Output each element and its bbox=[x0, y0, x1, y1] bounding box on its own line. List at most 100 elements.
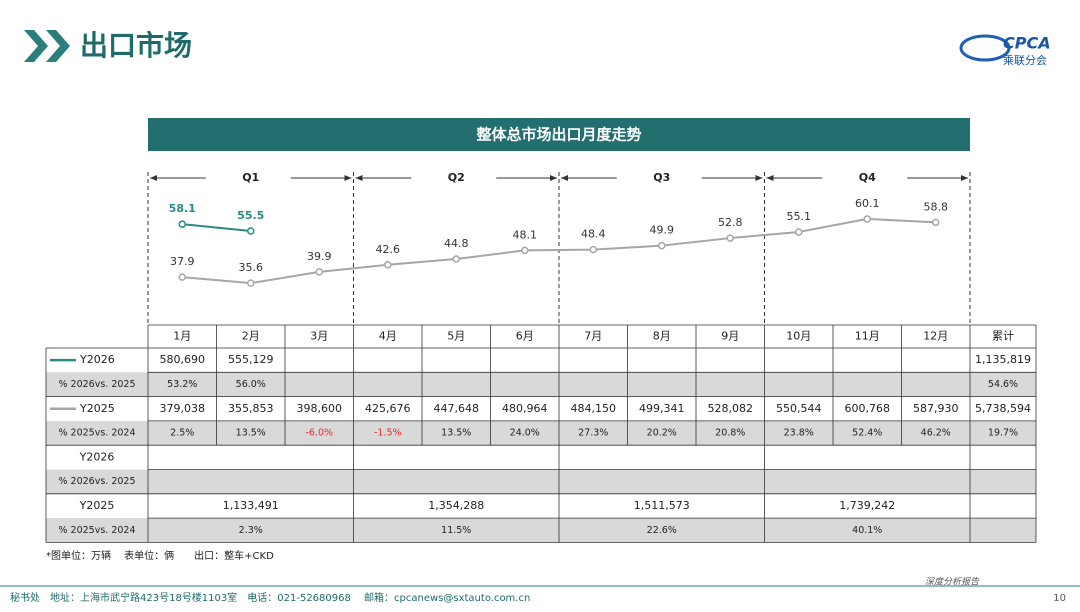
table-cell: 480,964 bbox=[502, 402, 548, 415]
row-label: % 2025vs. 2024 bbox=[58, 428, 135, 439]
point bbox=[932, 218, 940, 227]
chart-banner bbox=[148, 118, 970, 151]
point-label: 49.9 bbox=[650, 224, 675, 237]
point-label: 52.8 bbox=[718, 216, 743, 229]
point bbox=[247, 279, 255, 287]
table-cell: 355,853 bbox=[228, 402, 274, 415]
table-cell: 56.0% bbox=[236, 379, 266, 390]
table-cell: 24.0% bbox=[510, 428, 540, 439]
point bbox=[521, 246, 529, 255]
logo: CPCA bbox=[1003, 34, 1051, 53]
row-label: Y2025 bbox=[79, 499, 115, 512]
table-cell: 1,354,288 bbox=[428, 499, 484, 512]
table-cell: -6.0% bbox=[305, 428, 333, 439]
table-cell: 20.8% bbox=[715, 428, 745, 439]
point-label: 58.8 bbox=[924, 200, 949, 213]
arrow-head bbox=[766, 175, 774, 181]
row-label: % 2026vs. 2025 bbox=[58, 476, 135, 487]
column-header: 7月 bbox=[584, 330, 602, 343]
table-cell: 1,511,573 bbox=[634, 499, 690, 512]
column-header: 累计 bbox=[992, 330, 1014, 343]
quarter-label: Q4 bbox=[859, 171, 876, 184]
row-label: % 2025vs. 2024 bbox=[58, 525, 135, 536]
point-label: 58.1 bbox=[169, 202, 196, 215]
table-cell: 23.8% bbox=[784, 428, 814, 439]
quarter-label: Q1 bbox=[242, 171, 259, 184]
arrow-head bbox=[550, 175, 557, 181]
page-title: 出口市场 bbox=[80, 29, 192, 62]
point bbox=[178, 273, 186, 281]
table-cell: 5,738,594 bbox=[975, 402, 1031, 415]
table-cell: 1,739,242 bbox=[839, 499, 895, 512]
logo-sub: 乘联分会 bbox=[1003, 54, 1047, 67]
point-label: 37.9 bbox=[170, 255, 195, 268]
point-label: 42.6 bbox=[376, 243, 401, 256]
table-cell: 600,768 bbox=[845, 402, 891, 415]
table-cell: 484,150 bbox=[571, 402, 617, 415]
table-cell: 20.2% bbox=[647, 428, 677, 439]
table-cell: 499,341 bbox=[639, 402, 685, 415]
column-header: 1月 bbox=[173, 330, 191, 343]
table-cell: 13.5% bbox=[441, 428, 471, 439]
table-cell: 54.6% bbox=[988, 379, 1018, 390]
column-header: 2月 bbox=[242, 330, 260, 343]
row-shade bbox=[46, 420, 1036, 446]
arrow-head bbox=[344, 175, 352, 181]
point bbox=[247, 227, 255, 235]
table-cell: 53.2% bbox=[167, 379, 197, 390]
column-header: 3月 bbox=[310, 330, 328, 343]
chevron bbox=[24, 30, 48, 62]
point-label: 60.1 bbox=[855, 197, 880, 210]
table-cell: 425,676 bbox=[365, 402, 411, 415]
column-header: 9月 bbox=[721, 330, 739, 343]
table-cell: 528,082 bbox=[708, 402, 754, 415]
page-number: 10 bbox=[1053, 593, 1066, 604]
table-cell: 447,648 bbox=[434, 402, 480, 415]
point bbox=[178, 220, 186, 228]
table-cell: 2.5% bbox=[170, 428, 194, 439]
series-line bbox=[182, 217, 936, 285]
point bbox=[726, 234, 734, 242]
point bbox=[795, 228, 803, 236]
table-cell: 1,135,819 bbox=[975, 353, 1031, 366]
table-cell: 46.2% bbox=[921, 428, 951, 439]
column-header: 12月 bbox=[923, 330, 948, 343]
table-cell: 11.5% bbox=[441, 525, 471, 536]
series-line bbox=[182, 223, 251, 232]
column-header: 5月 bbox=[447, 330, 465, 343]
row-label: Y2026 bbox=[79, 450, 115, 463]
table-cell: 2.3% bbox=[239, 525, 263, 536]
point-label: 48.1 bbox=[513, 228, 538, 241]
chevron bbox=[46, 30, 70, 62]
table-cell: 1,133,491 bbox=[223, 499, 279, 512]
footer-address: 秘书处 地址：上海市武宁路423号18号楼1103室 电话：021-526809… bbox=[10, 591, 530, 604]
column-header: 11月 bbox=[855, 330, 880, 343]
arrow-head bbox=[961, 175, 968, 181]
quarter-label: Q2 bbox=[448, 171, 465, 184]
column-header: 8月 bbox=[653, 330, 671, 343]
point-label: 55.5 bbox=[237, 209, 264, 222]
table-cell: 555,129 bbox=[228, 353, 274, 366]
table-cell: 27.3% bbox=[578, 428, 608, 439]
column-header: 6月 bbox=[516, 330, 534, 343]
table-cell: 587,930 bbox=[913, 402, 959, 415]
row-label: Y2025 bbox=[79, 402, 115, 415]
table-cell: 550,544 bbox=[776, 402, 822, 415]
table-cell: 22.6% bbox=[647, 525, 677, 536]
table-cell: -1.5% bbox=[374, 428, 402, 439]
point bbox=[384, 261, 392, 269]
column-header: 4月 bbox=[379, 330, 397, 343]
point bbox=[315, 268, 323, 276]
column-header: 10月 bbox=[786, 330, 811, 343]
row-label: Y2026 bbox=[79, 353, 115, 366]
row-shade bbox=[46, 469, 1036, 494]
table-cell: 580,690 bbox=[160, 353, 206, 366]
table-cell: 52.4% bbox=[852, 428, 882, 439]
point-label: 39.9 bbox=[307, 250, 332, 263]
table-cell: 379,038 bbox=[160, 402, 206, 415]
table-cell: 398,600 bbox=[297, 402, 343, 415]
arrow-head bbox=[561, 175, 568, 181]
point bbox=[863, 215, 871, 223]
